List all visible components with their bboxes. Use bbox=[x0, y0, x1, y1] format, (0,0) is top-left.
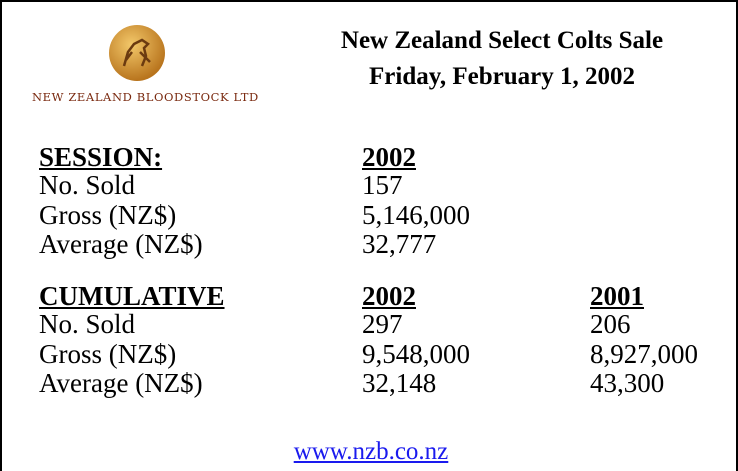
cell-value: 43,300 bbox=[590, 368, 665, 398]
row-label: No. Sold bbox=[39, 309, 136, 339]
column-heading: 2001 bbox=[590, 281, 644, 311]
cell-value: 297 bbox=[362, 309, 403, 339]
logo-emblem bbox=[109, 25, 165, 81]
section-heading: SESSION: bbox=[39, 142, 163, 172]
section-heading: CUMULATIVE bbox=[39, 281, 225, 311]
url-link[interactable]: www.nzb.co.nz bbox=[293, 438, 449, 465]
row-label: Average (NZ$) bbox=[39, 368, 203, 398]
title: New Zealand Select Colts Sale bbox=[340, 27, 664, 54]
cell-value: 8,927,000 bbox=[590, 338, 698, 369]
row-label: Gross (NZ$) bbox=[39, 199, 177, 230]
column-heading: 2002 bbox=[362, 142, 416, 172]
row-label: Average (NZ$) bbox=[39, 229, 203, 259]
row-label: Gross (NZ$) bbox=[39, 338, 177, 369]
logo-text: NEW ZEALAND BLOODSTOCK LTD bbox=[32, 90, 259, 104]
cell-value: 9,548,000 bbox=[362, 338, 470, 369]
cell-value: 206 bbox=[590, 309, 631, 339]
cell-value: 5,146,000 bbox=[362, 199, 470, 230]
cell-value: 157 bbox=[362, 170, 403, 200]
cell-value: 32,777 bbox=[362, 229, 437, 259]
cell-value: 32,148 bbox=[362, 368, 437, 398]
date: Friday, February 1, 2002 bbox=[369, 63, 635, 90]
column-heading: 2002 bbox=[362, 281, 416, 311]
row-label: No. Sold bbox=[39, 170, 136, 200]
